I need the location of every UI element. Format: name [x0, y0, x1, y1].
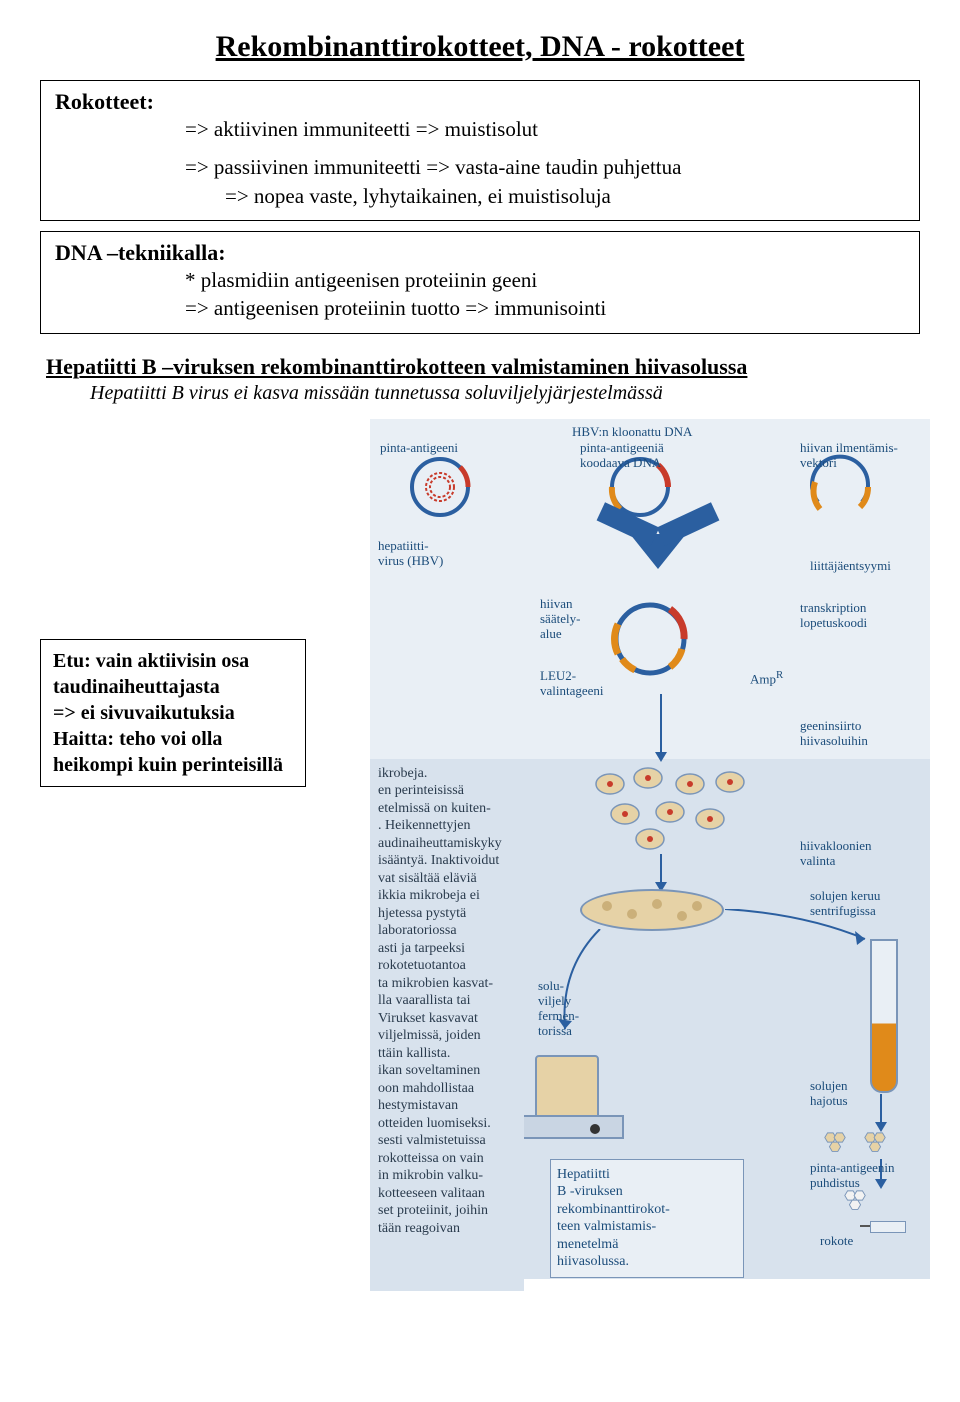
etu-l5: heikompi kuin perinteisillä: [53, 752, 293, 778]
etu-haitta-box: Etu: vain aktiivisin osa taudinaiheuttaj…: [40, 639, 306, 787]
lbl-soluviljely: solu- viljely fermen- torissa: [538, 979, 579, 1039]
diagram-figure: HBV:n kloonattu DNA pinta-antigeeni pint…: [370, 419, 930, 1279]
fermenter-icon: [510, 1039, 620, 1139]
box1-line3: => nopea vaste, lyhytaikainen, ei muisti…: [225, 182, 905, 210]
box2-line1: * plasmidiin antigeenisen proteiinin gee…: [185, 266, 905, 294]
petri-dish-icon: [580, 889, 724, 931]
arrow-to-dish-icon: [660, 854, 662, 884]
lbl-liittaja: liittäjäentsyymi: [810, 559, 891, 574]
dna-tekniikalla-box: DNA –tekniikalla: * plasmidiin antigeeni…: [40, 231, 920, 334]
figure-wrap: Etu: vain aktiivisin osa taudinaiheuttaj…: [40, 419, 920, 1279]
lbl-geeninsiirto: geeninsiirto hiivasoluihin: [800, 719, 868, 749]
lbl-hiivakloon: hiivakloonien valinta: [800, 839, 872, 869]
etu-l4: Haitta: teho voi olla: [53, 726, 293, 752]
box2-header: DNA –tekniikalla:: [55, 240, 905, 266]
box1-line2: => passiivinen immuniteetti => vasta-ain…: [185, 153, 905, 181]
yeast-cells-icon: [590, 764, 750, 854]
lbl-pinta-antigeeni: pinta-antigeeni: [380, 441, 458, 456]
box1-header: Rokotteet:: [55, 89, 905, 115]
arrow-to-hajotus-icon: [880, 1094, 882, 1124]
lbl-solujen-hajotus: solujen hajotus: [810, 1079, 848, 1109]
etu-l3: => ei sivuvaikutuksia: [53, 700, 293, 726]
arrow-to-cells-icon: [660, 694, 662, 754]
section-subcaption: Hepatiitti B virus ei kasva missään tunn…: [90, 382, 920, 405]
combined-plasmid-icon: [600, 589, 700, 689]
syringe-icon: [860, 1219, 910, 1233]
cropped-book-text: ikrobeja. en perinteisissä etelmissä on …: [370, 759, 524, 1291]
box2-line2: => antigeenisen proteiinin tuotto => imm…: [185, 294, 905, 322]
section-subhead: Hepatiitti B –viruksen rekombinanttiroko…: [46, 354, 920, 380]
lbl-hbv-kloonattu: HBV:n kloonattu DNA: [572, 425, 692, 440]
lbl-saately: hiivan säätely- alue: [540, 597, 580, 642]
merge-arrow-icon: [630, 534, 686, 569]
lbl-transkription: transkription lopetuskoodi: [800, 601, 867, 631]
figure-caption-box: Hepatiitti B -viruksen rekombinanttiroko…: [550, 1159, 744, 1278]
lbl-amp: AmpR: [750, 669, 783, 687]
plasmid1-icon: [400, 447, 480, 527]
lbl-hbv: hepatiitti- virus (HBV): [378, 539, 443, 569]
hex-purified-icon: [840, 1189, 870, 1215]
etu-l1: Etu: vain aktiivisin osa: [53, 648, 293, 674]
hex-cluster2-icon: [860, 1131, 890, 1157]
lbl-leu2: LEU2- valintageeni: [540, 669, 604, 699]
centrifuge-tube-icon: [870, 939, 898, 1093]
hex-cluster1-icon: [820, 1131, 850, 1157]
lbl-rokote: rokote: [820, 1234, 853, 1249]
lbl-puhdistus: pinta-antigeenin puhdistus: [810, 1161, 894, 1191]
box1-line1: => aktiivinen immuniteetti => muistisolu…: [185, 115, 905, 143]
lbl-solujen-keruu: solujen keruu sentrifugissa: [810, 889, 880, 919]
rokotteet-box: Rokotteet: => aktiivinen immuniteetti =>…: [40, 80, 920, 221]
page-title: Rekombinanttirokotteet, DNA - rokotteet: [40, 30, 920, 64]
lbl-hiiva-vektori: hiivan ilmentämis- vektori: [800, 441, 898, 471]
lbl-koodaava: pinta-antigeeniä koodaava DNA: [580, 441, 664, 471]
etu-l2: taudinaiheuttajasta: [53, 674, 293, 700]
